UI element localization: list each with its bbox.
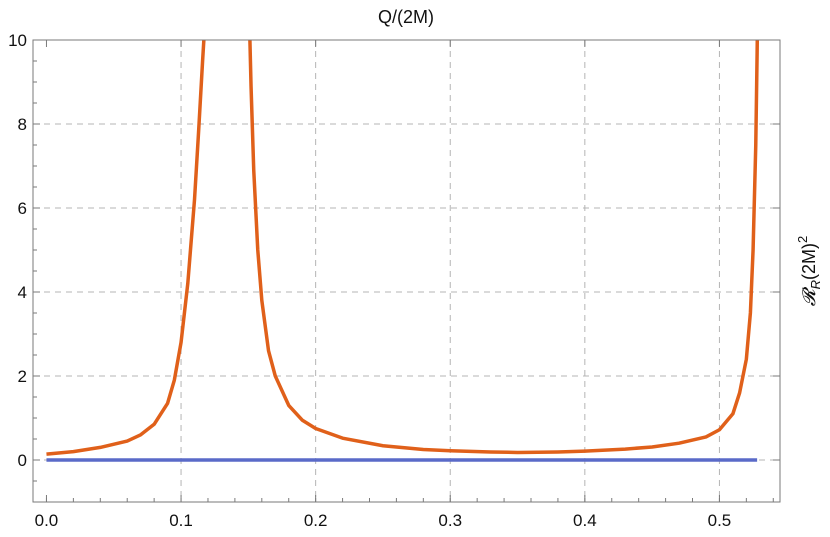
tick-labels: 0.0 0.1 0.2 0.3 0.4 0.5 0 2 4 6 8 10 <box>8 31 731 530</box>
y-label-superscript: 2 <box>795 236 810 243</box>
chart-title: Q/(2M) <box>378 7 434 27</box>
x-tick-label: 0.2 <box>304 511 328 530</box>
y-tick-label: 0 <box>18 451 27 470</box>
x-tick-label: 0.1 <box>169 511 193 530</box>
y-label-subscript: R <box>808 280 823 289</box>
x-tick-label: 0.3 <box>438 511 462 530</box>
y-tick-label: 6 <box>18 199 27 218</box>
series-line-1 <box>46 40 760 456</box>
y-tick-label: 2 <box>18 367 27 386</box>
series-layer <box>46 40 760 462</box>
x-tick-label: 0.5 <box>708 511 732 530</box>
y-axis-label: 𝓡R(2M)2 <box>795 236 823 306</box>
y-label-main: (2M) <box>799 243 819 280</box>
tick-marks <box>33 39 780 503</box>
y-label-script: 𝓡 <box>799 286 820 306</box>
y-tick-label: 10 <box>8 31 27 50</box>
y-tick-label: 4 <box>18 283 27 302</box>
x-tick-label: 0.0 <box>35 511 59 530</box>
svg-text:𝓡R(2M)2: 𝓡R(2M)2 <box>795 236 823 306</box>
y-tick-label: 8 <box>18 115 27 134</box>
x-tick-label: 0.4 <box>573 511 597 530</box>
